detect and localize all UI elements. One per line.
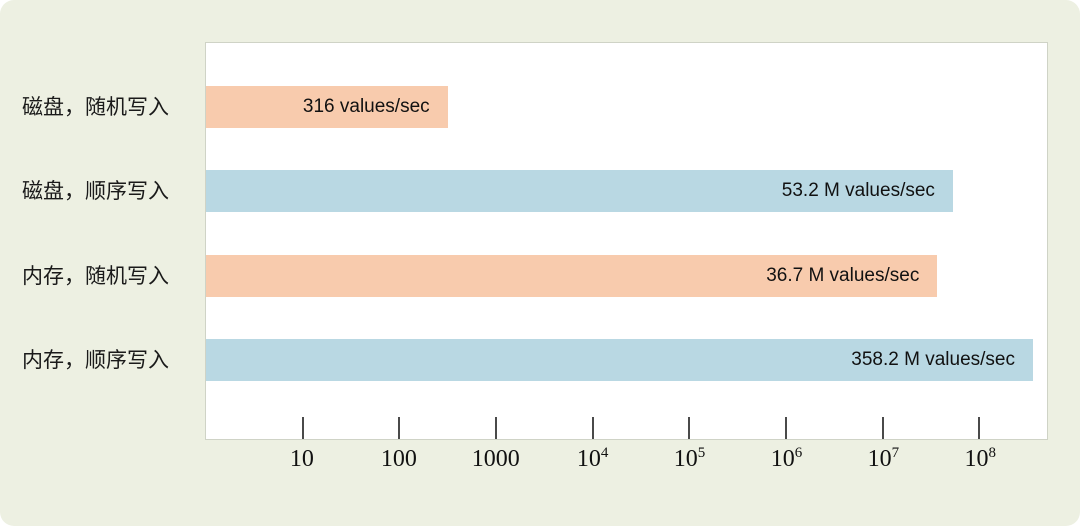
x-axis-tick-label: 100	[380, 446, 417, 472]
x-axis-tick-mark	[591, 417, 594, 439]
category-label: 内存，顺序写入	[22, 348, 169, 372]
bar-0: 316 values/sec	[206, 86, 448, 128]
category-label: 磁盘，顺序写入	[22, 180, 169, 204]
bar-value-label: 316 values/sec	[302, 96, 430, 117]
x-axis-tick-mark	[688, 417, 691, 439]
x-axis-tick-mark	[785, 417, 788, 439]
plot-area: 316 values/sec 53.2 M values/sec 36.7 M va…	[205, 42, 1048, 440]
bar-3: 358.2 M values/sec	[206, 338, 1033, 381]
bar-value-label: 358.2 M values/sec	[851, 348, 1015, 370]
x-axis-tick-label: 10	[289, 446, 314, 472]
x-axis-tick-mark	[978, 417, 981, 439]
bar-1: 53.2 M values/sec	[206, 170, 953, 213]
x-axis-tick-mark	[881, 417, 884, 439]
x-axis: 10 100 1000 104 105 106 107 108	[205, 446, 1048, 490]
x-axis-tick-label: 106	[770, 445, 803, 473]
x-axis-tick-mark	[495, 417, 498, 439]
x-axis-tick-label: 107	[867, 445, 900, 473]
category-label: 内存，随机写入	[22, 264, 169, 288]
x-axis-tick-mark	[301, 417, 304, 439]
category-label: 磁盘，随机写入	[22, 96, 169, 119]
bar-value-label: 53.2 M values/sec	[781, 180, 935, 202]
x-axis-tick-label: 1000	[471, 446, 520, 472]
x-axis-tick-label: 105	[673, 445, 706, 473]
x-axis-tick-label: 108	[964, 445, 997, 473]
bar-value-label: 36.7 M values/sec	[766, 264, 920, 286]
x-axis-tick-label: 104	[576, 445, 609, 473]
x-axis-tick-mark	[398, 417, 401, 439]
bar-2: 36.7 M values/sec	[206, 254, 938, 297]
